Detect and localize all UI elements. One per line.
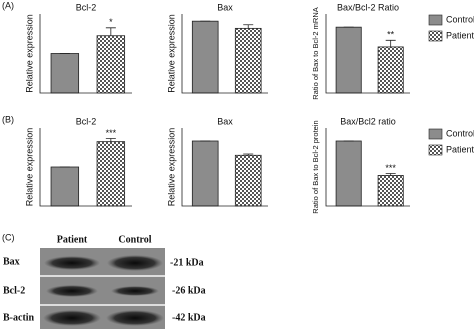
axes (325, 128, 410, 207)
error-bar (385, 173, 396, 176)
legend-label: Control (446, 128, 474, 138)
blot-column: Patient (57, 234, 88, 245)
bar (191, 20, 219, 94)
y-axis-label: Relative expression (166, 128, 176, 207)
blot-band (106, 310, 164, 326)
y-axis-label: Ratio of Bax to Bcl-2 protein (311, 120, 320, 213)
y-axis-label: Relative expression (24, 128, 34, 207)
significance: * (109, 17, 113, 27)
bar (377, 46, 404, 94)
axes (39, 14, 132, 94)
bar (234, 154, 262, 207)
panel-label: (C) (2, 232, 15, 242)
axes (325, 14, 410, 94)
blot-size: -26 kDa (172, 285, 206, 296)
legend-swatch (428, 144, 443, 156)
bar (96, 141, 126, 207)
bar (234, 27, 262, 94)
blot-band (46, 285, 98, 297)
blot-row: B-actin (3, 312, 35, 323)
axes (181, 128, 268, 207)
legend-label: Patient (446, 144, 474, 154)
y-axis-label: Relative expression (24, 14, 34, 93)
error-bar (385, 39, 396, 47)
chart-title: Bcl-2 (76, 116, 97, 126)
western-blot: Patient Control Bax Bcl-2 B-actin -21 kD… (3, 234, 206, 329)
error-bar (243, 24, 254, 29)
blot-band (44, 256, 100, 270)
y-axis-label: Relative expression (166, 14, 176, 93)
significance: ** (387, 30, 395, 40)
panel-label: (B) (2, 114, 14, 124)
bar (335, 140, 362, 207)
error-bar (105, 138, 116, 142)
blot-band (107, 255, 163, 271)
bar (377, 175, 404, 207)
legend-label: Patient (446, 30, 474, 40)
chart-title: Bax/Bcl-2 Ratio (337, 2, 399, 12)
y-axis-label: Ratio of Bax to Bcl-2 mRNA (311, 7, 320, 100)
legend-swatch (428, 14, 443, 26)
blot-band (43, 310, 101, 326)
axes (39, 128, 132, 207)
chart-title: Bax/Bcl2 ratio (340, 116, 396, 126)
blot-column: Control (118, 234, 151, 245)
blot-row: Bax (3, 256, 20, 267)
panel-label: (A) (2, 0, 14, 10)
error-bar (243, 153, 254, 156)
chart-title: Bax (217, 116, 233, 126)
significance: *** (385, 163, 396, 173)
legend-swatch (428, 128, 443, 140)
error-bar (105, 27, 116, 36)
chart-title: Bcl-2 (76, 2, 97, 12)
bar (50, 166, 80, 207)
legend-label: Control (446, 14, 474, 24)
blot-size: -21 kDa (170, 257, 204, 268)
legend-swatch (428, 30, 443, 42)
chart-title: Bax (217, 2, 233, 12)
axes (181, 14, 268, 94)
bar (191, 140, 219, 207)
bar (335, 26, 362, 94)
blot-band (111, 286, 159, 296)
blot-row: Bcl-2 (3, 285, 25, 296)
blot-size: -42 kDa (172, 312, 206, 323)
bar (96, 35, 126, 94)
bar (50, 53, 80, 94)
significance: *** (106, 128, 117, 138)
